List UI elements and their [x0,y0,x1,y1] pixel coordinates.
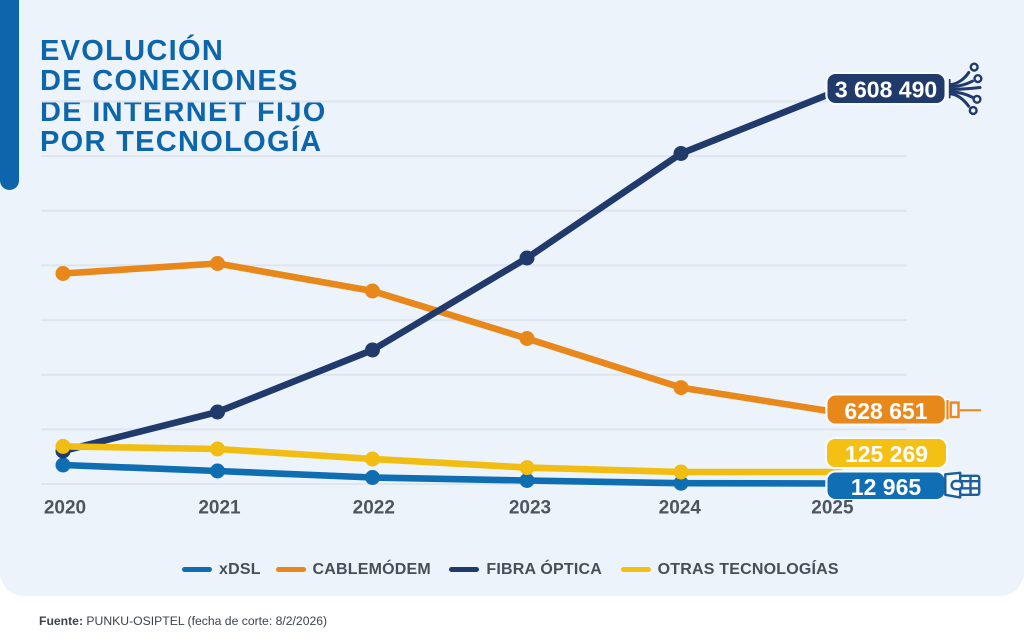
svg-text:2022: 2022 [353,498,395,519]
svg-text:2024: 2024 [659,498,702,519]
svg-text:2020: 2020 [44,498,86,519]
svg-text:12 965: 12 965 [851,474,922,500]
svg-text:2025: 2025 [811,498,854,519]
svg-text:628 651: 628 651 [844,398,927,424]
svg-text:2021: 2021 [198,498,241,519]
svg-text:3 608 490: 3 608 490 [835,77,937,103]
svg-text:125 269: 125 269 [845,441,928,467]
svg-text:2023: 2023 [509,498,551,519]
